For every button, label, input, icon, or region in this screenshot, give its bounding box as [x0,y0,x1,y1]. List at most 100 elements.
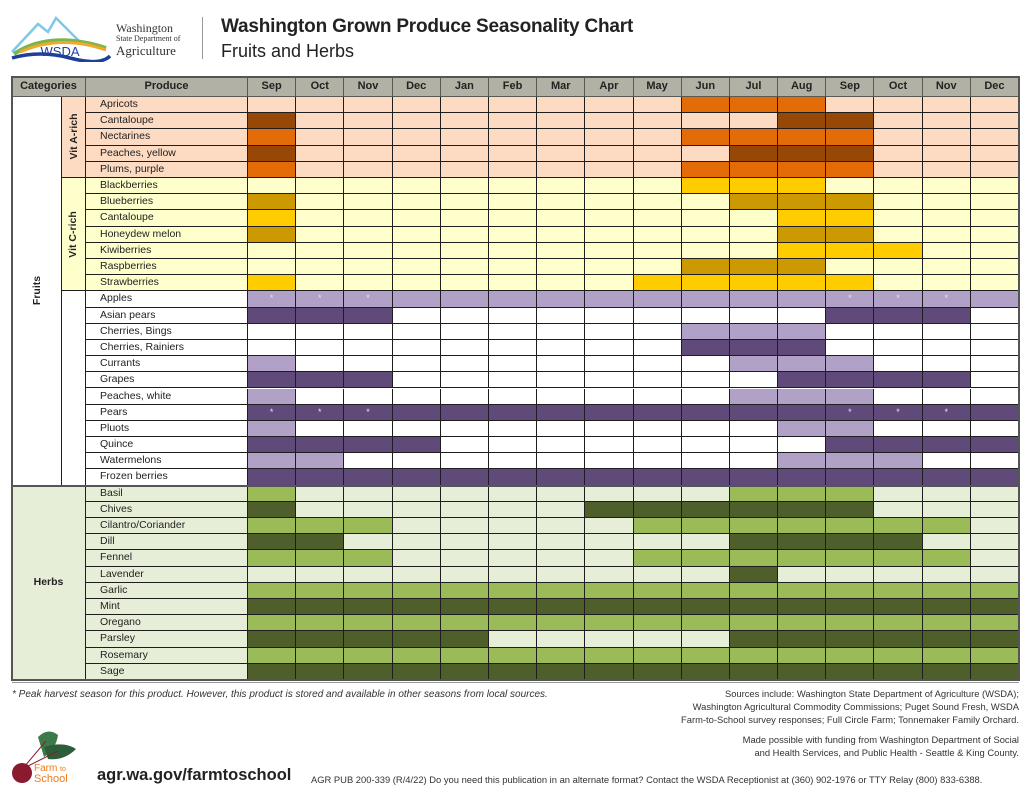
season-cell [344,453,393,470]
produce-name: Cherries, Bings [86,323,248,340]
season-cell [729,129,779,146]
season-cell [874,210,923,227]
season-cell [874,582,923,600]
month-header: Jul [729,77,779,97]
produce-name: Blackberries [86,177,248,195]
season-cell [729,518,779,535]
farm-to-school-link[interactable]: agr.wa.gov/farmtoschool [97,766,292,784]
season-cell [488,501,538,519]
season-cell [488,647,538,664]
peak-season-star: * [296,404,345,421]
season-cell [826,372,875,389]
season-cell [922,210,971,227]
season-cell [826,177,875,195]
season-cell [778,566,827,583]
season-cell [537,258,586,276]
season-cell [729,615,779,632]
season-cell [537,242,586,259]
season-cell [585,372,634,389]
month-header: Oct [874,77,923,97]
season-cell [874,453,923,470]
season-cell [729,372,779,389]
season-cell [874,372,923,389]
season-cell [778,194,827,211]
category-cell-fruits: Fruits [12,97,62,486]
season-cell [922,599,971,616]
season-cell [296,485,345,502]
season-cell [392,177,441,195]
season-cell [874,388,923,405]
season-cell [537,437,586,454]
season-cell [922,194,971,211]
produce-name: Dill [86,534,248,551]
season-cell [874,437,923,454]
produce-name: Apricots [86,97,248,114]
season-cell [633,437,682,454]
month-header: Dec [392,77,441,97]
season-cell [344,518,393,535]
season-cell [778,145,827,162]
season-cell [296,453,345,470]
season-cell [922,258,971,276]
season-cell [729,307,779,324]
season-cell [826,113,875,130]
season-cell [729,599,779,616]
season-cell [488,161,538,178]
season-cell [248,437,297,454]
produce-name: Pears [86,404,248,421]
season-cell [729,647,779,664]
season-cell [537,356,586,373]
season-cell [440,291,489,308]
season-cell [440,194,489,211]
season-cell [729,404,779,421]
produce-name: Peaches, white [86,388,248,405]
season-cell [392,339,441,357]
season-cell [440,129,489,146]
produce-name: Apples [86,291,248,308]
subcategory-cell [62,291,86,486]
season-cell [681,339,730,357]
season-cell [296,437,345,454]
season-cell [440,113,489,130]
season-cell [440,210,489,227]
season-cell [248,339,297,357]
season-cell [296,210,345,227]
season-cell [488,485,538,502]
season-cell [778,453,827,470]
season-cell [344,501,393,519]
season-cell [537,161,586,178]
season-cell [633,453,682,470]
season-cell [922,161,971,178]
season-cell [778,550,827,567]
season-cell [537,339,586,357]
season-cell [874,615,923,632]
produce-name: Parsley [86,631,248,648]
peak-season-star: * [922,404,971,421]
season-cell [440,226,489,243]
season-cell [488,388,538,405]
season-cell [826,518,875,535]
season-cell [681,534,730,551]
season-cell [440,161,489,178]
season-cell [922,485,971,502]
season-cell [826,323,875,340]
season-cell [537,647,586,664]
season-cell [248,194,297,211]
funding-line: and Health Services, and Public Health -… [754,747,1019,758]
month-header: Apr [585,77,634,97]
season-cell [874,501,923,519]
season-cell [296,145,345,162]
season-cell [681,518,730,535]
season-cell [248,615,297,632]
season-cell [296,339,345,357]
season-cell [296,113,345,130]
season-cell [248,550,297,567]
season-cell [296,242,345,259]
season-cell [248,453,297,470]
season-cell [488,420,538,438]
table-border [11,484,1020,681]
season-cell [440,615,489,632]
season-cell [826,258,875,276]
season-cell [874,161,923,178]
season-cell [488,210,538,227]
